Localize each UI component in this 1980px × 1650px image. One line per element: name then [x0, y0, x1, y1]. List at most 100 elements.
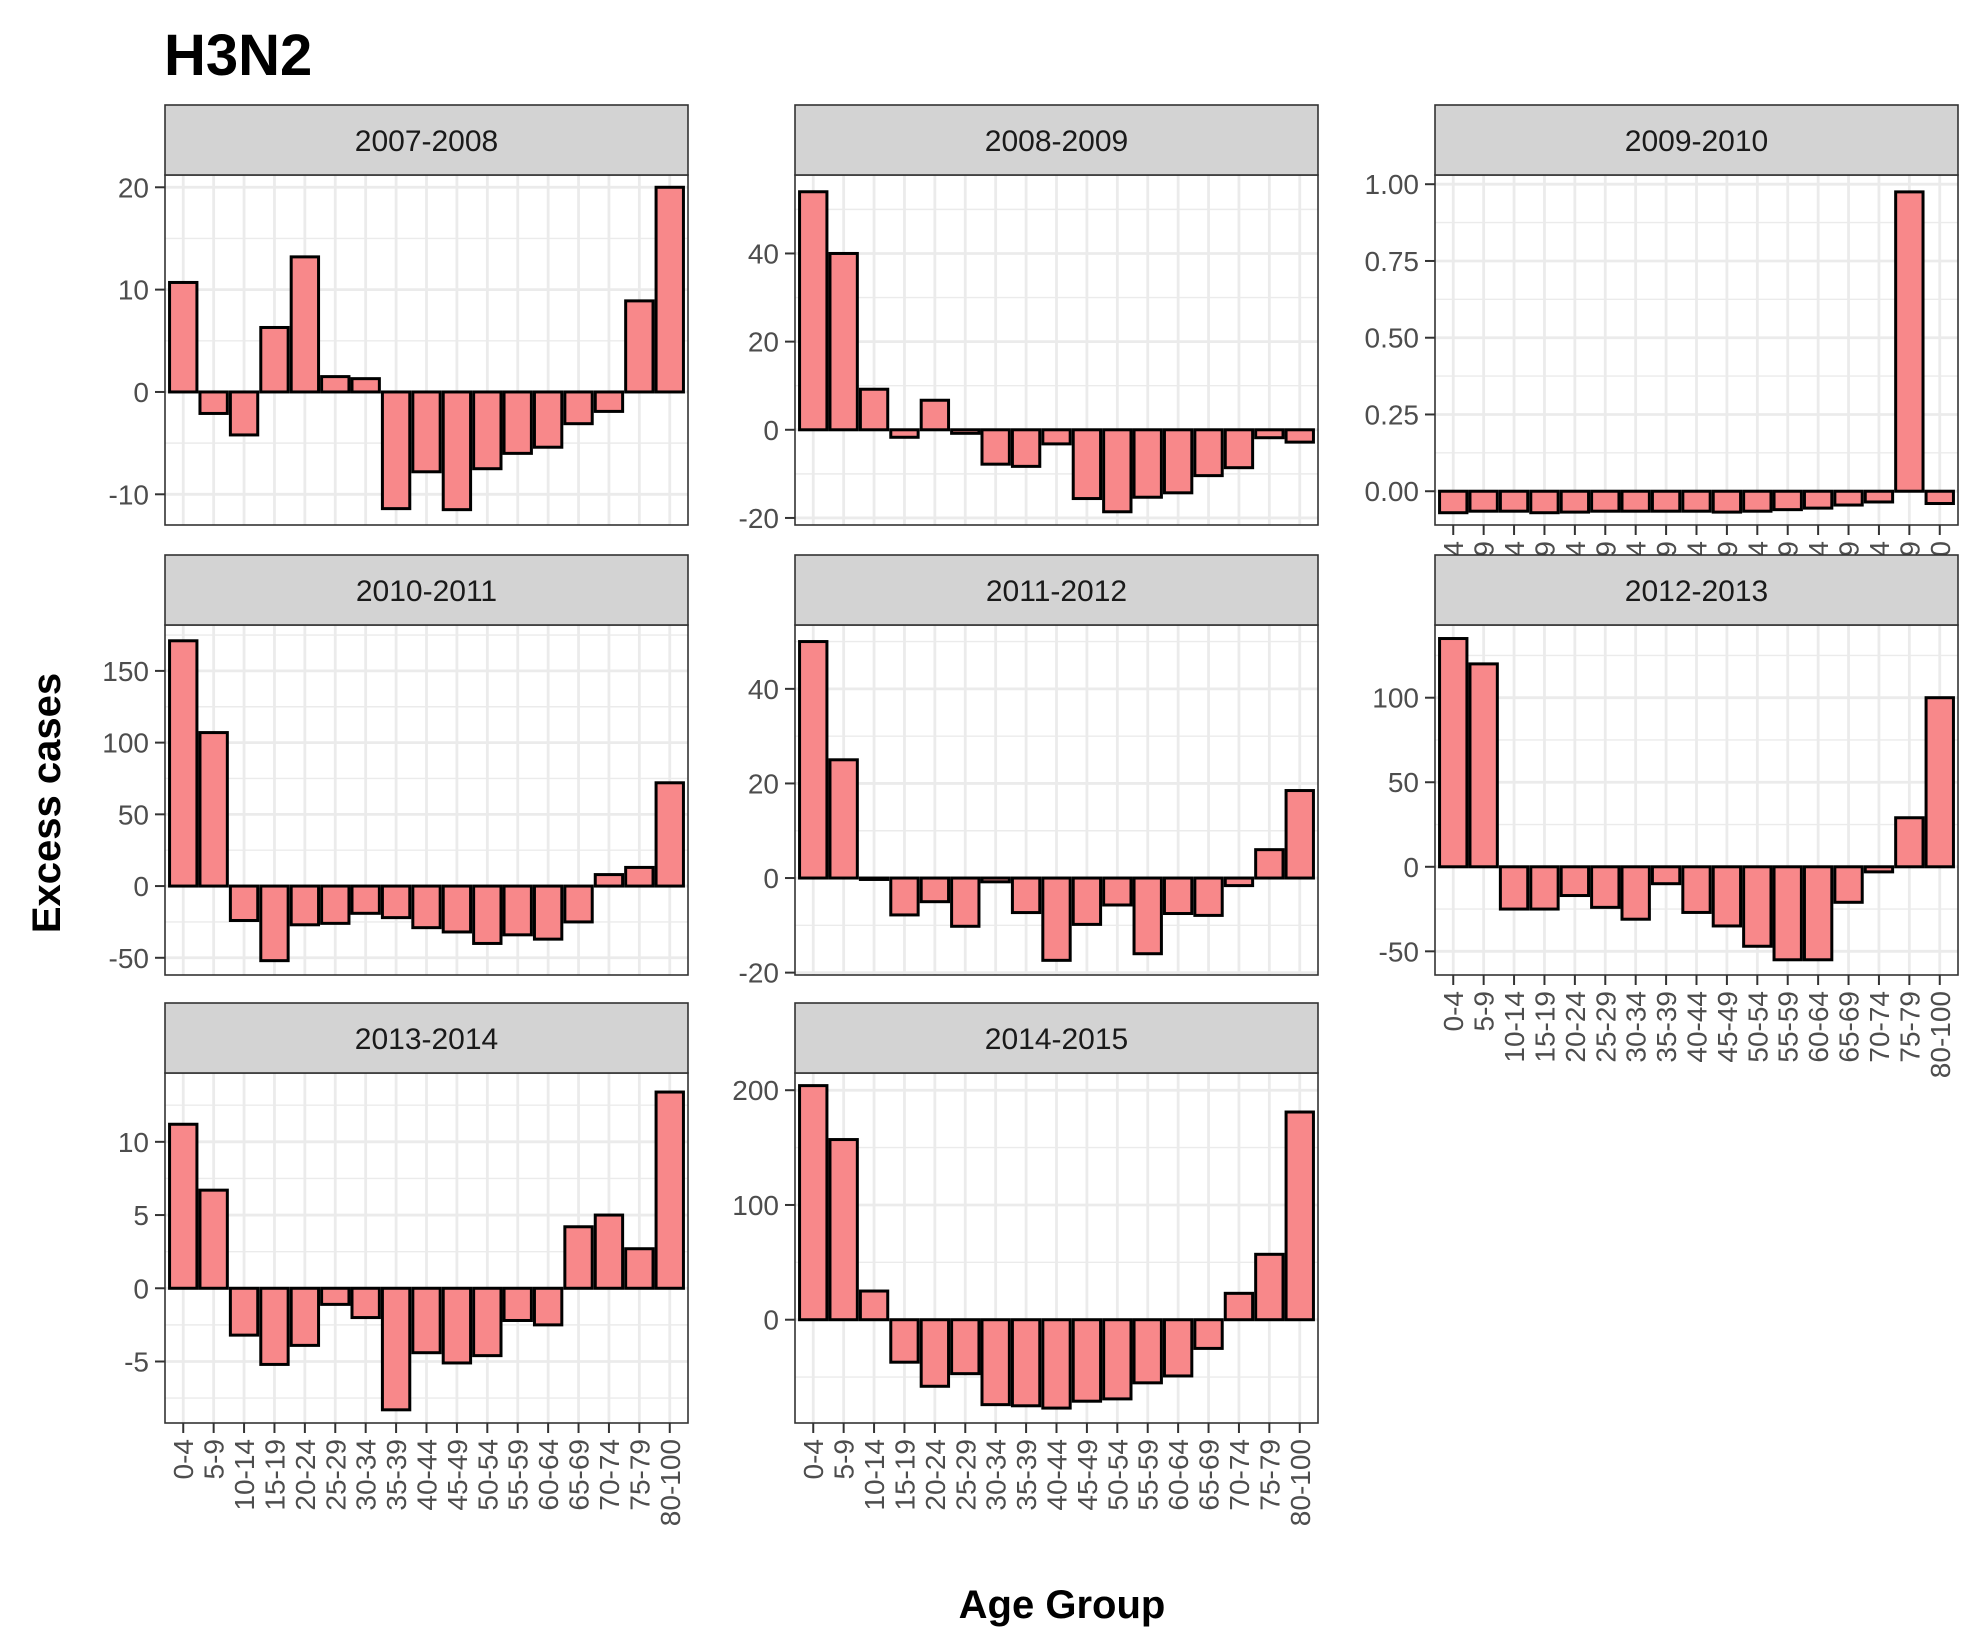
- bar-10-14: [228, 1286, 260, 1337]
- bar-25-29: [320, 375, 351, 394]
- bar-70-74: [1863, 489, 1895, 504]
- bar-70-74: [593, 390, 625, 413]
- bar-65-69: [1193, 428, 1224, 478]
- bar-45-49: [441, 390, 473, 512]
- bar-15-19: [259, 325, 290, 394]
- bar-60-64: [1802, 865, 1834, 962]
- x-tick-label: 55-59: [1133, 1439, 1164, 1511]
- y-tick-label: 100: [732, 1190, 779, 1221]
- facet-panels: 2007-2008 -10 0 10 20 2008-2009 -20 0 20 40 2009-2…: [102, 104, 1959, 1526]
- bar-35-39: [1010, 876, 1042, 915]
- y-tick-label: 150: [102, 656, 149, 687]
- x-tick-label: 45-49: [1712, 991, 1743, 1063]
- x-tick-label: 75-79: [1254, 1439, 1285, 1511]
- bar-55-59: [502, 1286, 533, 1322]
- bar-60-64: [532, 884, 564, 941]
- y-tick-label: 100: [102, 728, 149, 759]
- bar-20-24: [919, 1318, 951, 1388]
- bar-20-24: [289, 884, 321, 927]
- bar-15-19: [1529, 489, 1560, 515]
- facet-strip-label: 2013-2014: [355, 1023, 498, 1056]
- bar-30-34: [980, 428, 1011, 466]
- bar-35-39: [1650, 489, 1682, 513]
- x-tick-label: 15-19: [889, 1439, 920, 1511]
- y-tick-label: 20: [748, 768, 779, 799]
- bar-50-54: [472, 390, 503, 471]
- bar-75-79: [1254, 428, 1285, 440]
- bar-30-34: [980, 1318, 1011, 1407]
- y-tick-label: 1.00: [1365, 169, 1420, 200]
- x-tick-label: 15-19: [1529, 991, 1560, 1063]
- bar-5-9: [828, 1138, 859, 1322]
- bar-45-49: [1071, 1318, 1103, 1403]
- bar-35-39: [380, 884, 412, 920]
- bar-40-44: [1041, 876, 1072, 962]
- bar-65-69: [1833, 489, 1864, 507]
- y-tick-label: -10: [109, 479, 149, 510]
- panel-2013-2014: 2013-2014 -5 0 5 10 0-4 5-9 10-14 15-19 20-24 25-2…: [118, 1002, 689, 1526]
- bar-10-14: [1498, 865, 1530, 911]
- bar-40-44: [1041, 1318, 1072, 1410]
- facet-strip-label: 2014-2015: [985, 1023, 1128, 1056]
- bar-50-54: [1102, 428, 1133, 514]
- bar-20-24: [1559, 865, 1591, 898]
- y-tick-label: 40: [748, 674, 779, 705]
- x-tick-label: 40-44: [1682, 991, 1713, 1063]
- panel-2007-2008: 2007-2008 -10 0 10 20: [109, 104, 689, 526]
- y-tick-label: 0: [133, 377, 149, 408]
- panel-2011-2012: 2011-2012 -20 0 20 40: [739, 554, 1319, 989]
- bar-10-14: [858, 876, 890, 881]
- bar-80-100: [1924, 489, 1955, 506]
- y-tick-label: -20: [739, 503, 779, 534]
- bar-55-59: [1772, 865, 1803, 962]
- bar-55-59: [1132, 876, 1163, 956]
- bar-55-59: [502, 390, 533, 455]
- x-tick-label: 60-64: [533, 1439, 564, 1511]
- y-tick-label: 200: [732, 1075, 779, 1106]
- bar-60-64: [1162, 876, 1194, 916]
- bar-40-44: [1681, 865, 1712, 914]
- x-tick-label: 35-39: [1011, 1439, 1042, 1511]
- bar-65-69: [563, 1225, 594, 1290]
- x-tick-label: 5-9: [199, 1439, 230, 1479]
- bar-0-4: [798, 640, 829, 880]
- bar-50-54: [1742, 865, 1773, 948]
- x-tick-label: 70-74: [594, 1439, 625, 1511]
- bar-75-79: [1894, 190, 1925, 493]
- bar-15-19: [889, 1318, 920, 1364]
- y-tick-label: 0: [1403, 852, 1419, 883]
- bar-15-19: [259, 1286, 290, 1366]
- y-tick-label: 10: [118, 1127, 149, 1158]
- bar-60-64: [1162, 428, 1194, 495]
- x-tick-label: 50-54: [1102, 1439, 1133, 1511]
- x-tick-label: 15-19: [259, 1439, 290, 1511]
- facet-strip: [164, 104, 689, 176]
- x-tick-label: 5-9: [1469, 991, 1500, 1031]
- bar-45-49: [1071, 428, 1103, 501]
- x-tick-label: 75-79: [624, 1439, 655, 1511]
- bar-25-29: [950, 428, 981, 435]
- bar-35-39: [1010, 428, 1042, 468]
- bar-0-4: [798, 190, 829, 432]
- x-tick-label: 80-100: [1925, 991, 1956, 1078]
- x-tick-label: 0-4: [798, 1439, 829, 1479]
- bar-70-74: [1223, 428, 1255, 470]
- bar-5-9: [828, 251, 859, 432]
- x-tick-label: 80-100: [655, 1439, 686, 1526]
- x-tick-label: 40-44: [412, 1439, 443, 1511]
- bar-75-79: [1254, 848, 1285, 880]
- facet-strip: [794, 554, 1319, 626]
- bar-70-74: [593, 1213, 625, 1290]
- bar-0-4: [1438, 637, 1469, 869]
- bar-80-100: [1284, 789, 1315, 880]
- bar-60-64: [532, 1286, 564, 1327]
- facet-strip-label: 2010-2011: [356, 575, 497, 608]
- x-tick-label: 40-44: [1042, 1439, 1073, 1511]
- bar-40-44: [411, 390, 442, 474]
- bar-45-49: [1071, 876, 1103, 926]
- bar-75-79: [624, 1247, 655, 1290]
- x-tick-label: 20-24: [290, 1439, 321, 1511]
- y-tick-label: 5: [133, 1200, 149, 1231]
- bar-65-69: [563, 884, 594, 924]
